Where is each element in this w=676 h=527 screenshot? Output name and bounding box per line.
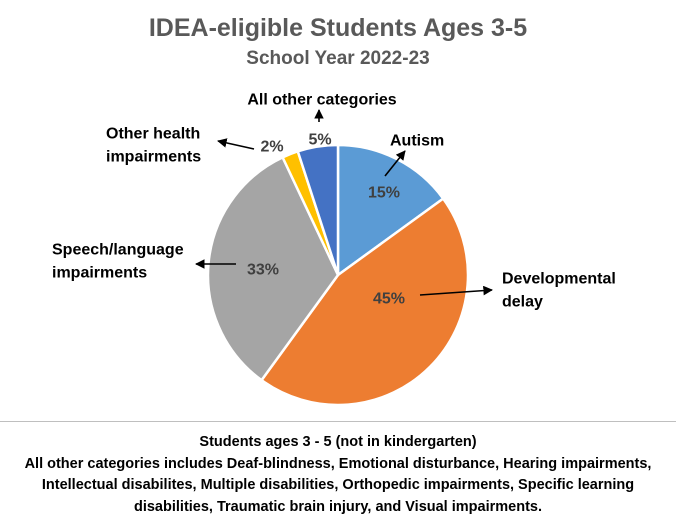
footnotes: Students ages 3 - 5 (not in kindergarten… [0,432,676,518]
callout-arrows [195,109,493,296]
percent-label-developmental-delay: 45% [373,291,405,308]
pie-slice-developmental-delay [260,197,470,407]
pie-slice-speech-language-impairments [206,156,340,382]
percent-labels: 15% 45% 33% 2% 5% [247,132,405,308]
category-label-autism: Autism [390,133,444,150]
arrow-developmental-delay [419,285,493,296]
note-line-1: Students ages 3 - 5 (not in kindergarten… [199,434,477,450]
note-line-4: disabilities, Traumatic brain injury, an… [133,498,542,515]
note-line-2: All other categories includes Deaf-blind… [24,455,652,472]
pie-slices [206,143,470,407]
category-label-developmental-delay-line-2: delay [502,294,543,311]
category-label-other-health-line-2: impairments [106,149,201,166]
percent-label-other-health-impairments: 2% [260,139,283,156]
category-labels: Autism Developmental delay Speech/language i… [52,92,616,311]
divider [0,421,676,422]
note-line-3: Intellectual disabilites, Multiple disab… [41,477,635,493]
pie-slice-all-other-categories [296,143,340,277]
chart-title: IDEA-eligible Students Ages 3-5 [148,14,528,42]
category-label-developmental-delay-line-1: Developmental [502,271,616,288]
arrow-other-health [217,138,255,150]
category-label-all-other: All other categories [247,92,396,109]
category-label-speech-language-line-1: Speech/language [52,242,184,259]
category-label-other-health-line-1: Other health [106,126,200,143]
chart-subtitle: School Year 2022-23 [246,48,430,69]
arrow-autism [384,150,406,177]
category-label-speech-language-line-2: impairments [52,265,147,282]
percent-label-autism: 15% [368,185,400,202]
percent-label-speech-language-impairments: 33% [247,262,279,279]
percent-label-all-other-categories: 5% [308,132,331,149]
pie-chart: 15% 45% 33% 2% 5% Autism Developmental delay Sp… [52,92,616,407]
